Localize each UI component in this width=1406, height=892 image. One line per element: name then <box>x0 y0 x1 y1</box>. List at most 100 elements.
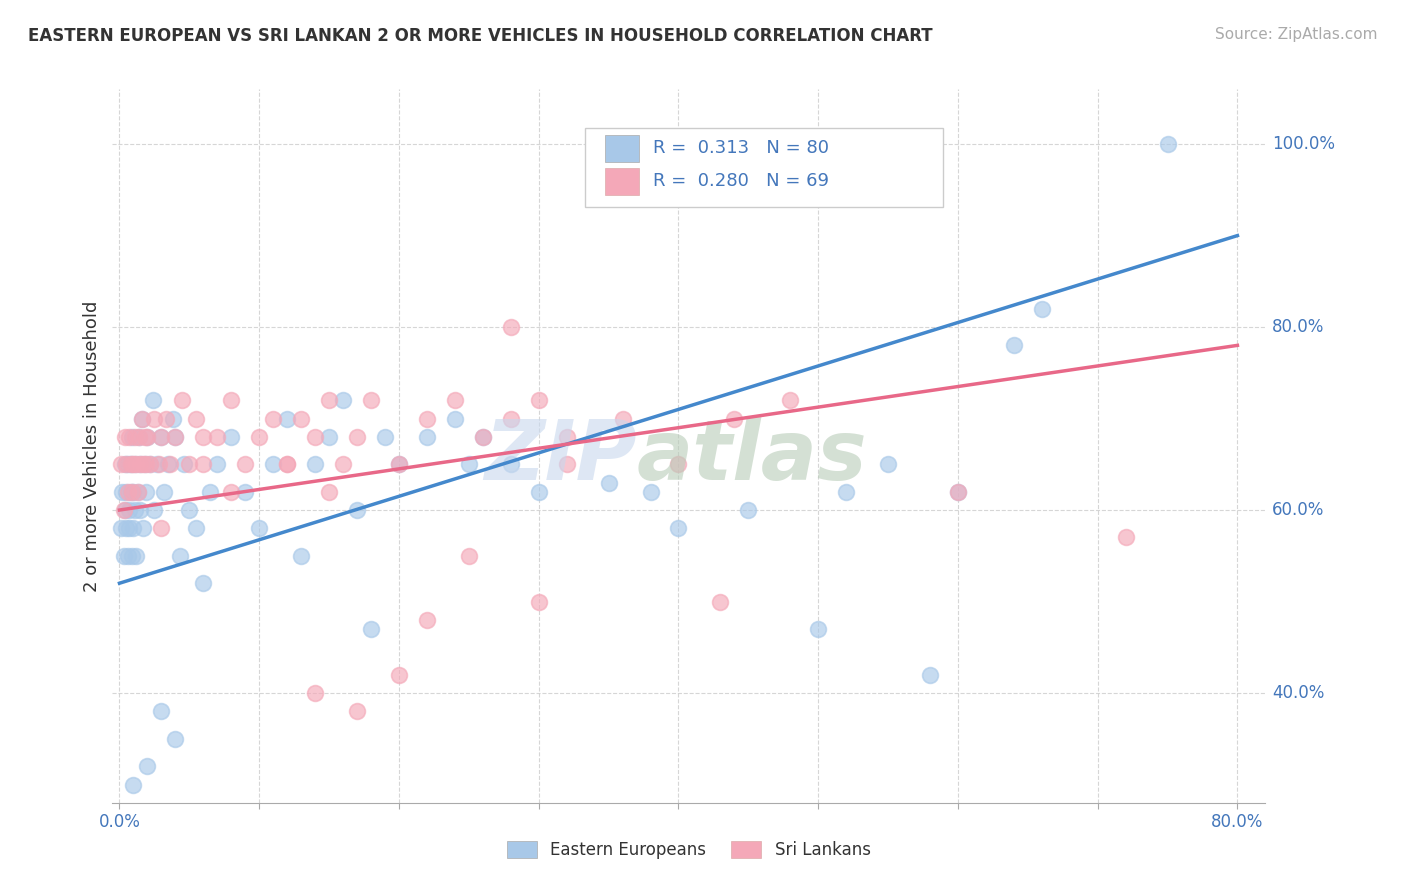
Point <box>499 320 522 334</box>
Point <box>169 549 191 563</box>
Point <box>172 393 194 408</box>
Point <box>444 411 467 425</box>
Point <box>150 704 173 718</box>
Point <box>115 458 138 472</box>
Point <box>128 430 150 444</box>
Point <box>122 521 145 535</box>
FancyBboxPatch shape <box>605 168 640 194</box>
Point <box>159 458 181 472</box>
Point <box>134 430 156 444</box>
Point <box>135 484 157 499</box>
Point <box>374 430 396 444</box>
Point <box>416 613 439 627</box>
Point <box>219 430 242 444</box>
Point <box>127 484 149 499</box>
Point <box>207 430 229 444</box>
Point <box>318 484 340 499</box>
Point <box>290 549 312 563</box>
Text: EASTERN EUROPEAN VS SRI LANKAN 2 OR MORE VEHICLES IN HOUSEHOLD CORRELATION CHART: EASTERN EUROPEAN VS SRI LANKAN 2 OR MORE… <box>28 27 932 45</box>
Point <box>388 458 411 472</box>
Point <box>555 458 578 472</box>
Point <box>150 430 173 444</box>
Point <box>124 458 146 472</box>
Point <box>110 521 132 535</box>
Text: 80.0%: 80.0% <box>1272 318 1324 336</box>
Point <box>110 458 132 472</box>
Point <box>219 484 242 499</box>
Point <box>193 458 215 472</box>
Point <box>332 458 354 472</box>
Point <box>835 484 858 499</box>
Point <box>233 484 256 499</box>
Point <box>157 458 180 472</box>
Point <box>200 484 222 499</box>
Point <box>129 458 152 472</box>
Point <box>457 549 479 563</box>
Point <box>318 430 340 444</box>
Point <box>598 475 620 490</box>
Point <box>118 521 141 535</box>
Point <box>120 458 142 472</box>
Point <box>918 667 941 681</box>
Point <box>117 458 139 472</box>
Y-axis label: 2 or more Vehicles in Household: 2 or more Vehicles in Household <box>83 301 101 591</box>
Point <box>499 458 522 472</box>
Point <box>555 430 578 444</box>
Point <box>125 549 148 563</box>
Point <box>346 704 368 718</box>
Point <box>527 484 550 499</box>
Point <box>136 759 159 773</box>
Point <box>1156 137 1178 152</box>
Point <box>388 458 411 472</box>
Point <box>723 411 745 425</box>
Point <box>332 393 354 408</box>
Point <box>120 484 142 499</box>
Point <box>148 458 170 472</box>
Point <box>162 411 184 425</box>
Point <box>247 521 270 535</box>
Point <box>186 521 208 535</box>
Point <box>132 521 155 535</box>
Point <box>186 411 208 425</box>
Point <box>129 458 152 472</box>
Point <box>122 458 145 472</box>
Point <box>262 458 284 472</box>
Point <box>112 549 135 563</box>
Point <box>276 458 298 472</box>
Text: R =  0.280   N = 69: R = 0.280 N = 69 <box>654 172 830 190</box>
Point <box>612 411 634 425</box>
Point <box>1115 531 1137 545</box>
Point <box>155 411 177 425</box>
Point <box>527 594 550 608</box>
Text: R =  0.313   N = 80: R = 0.313 N = 80 <box>654 139 830 157</box>
Point <box>1002 338 1025 352</box>
Point <box>117 484 139 499</box>
Point <box>146 458 169 472</box>
Point <box>388 667 411 681</box>
Point <box>165 430 187 444</box>
Point <box>114 458 136 472</box>
Point <box>193 576 215 591</box>
Point <box>179 503 201 517</box>
Point <box>136 430 159 444</box>
Point <box>207 458 229 472</box>
Point <box>153 484 176 499</box>
Point <box>118 430 141 444</box>
Point <box>118 503 141 517</box>
Point <box>179 458 201 472</box>
Point <box>290 411 312 425</box>
Point <box>233 458 256 472</box>
Point <box>139 458 162 472</box>
Point <box>122 484 145 499</box>
Point <box>318 393 340 408</box>
Text: 60.0%: 60.0% <box>1272 501 1324 519</box>
Point <box>276 411 298 425</box>
Point <box>114 503 136 517</box>
Point <box>416 430 439 444</box>
Point <box>134 458 156 472</box>
Point <box>143 411 166 425</box>
Point <box>150 430 173 444</box>
Point <box>807 622 830 636</box>
Point <box>416 411 439 425</box>
Point <box>946 484 969 499</box>
